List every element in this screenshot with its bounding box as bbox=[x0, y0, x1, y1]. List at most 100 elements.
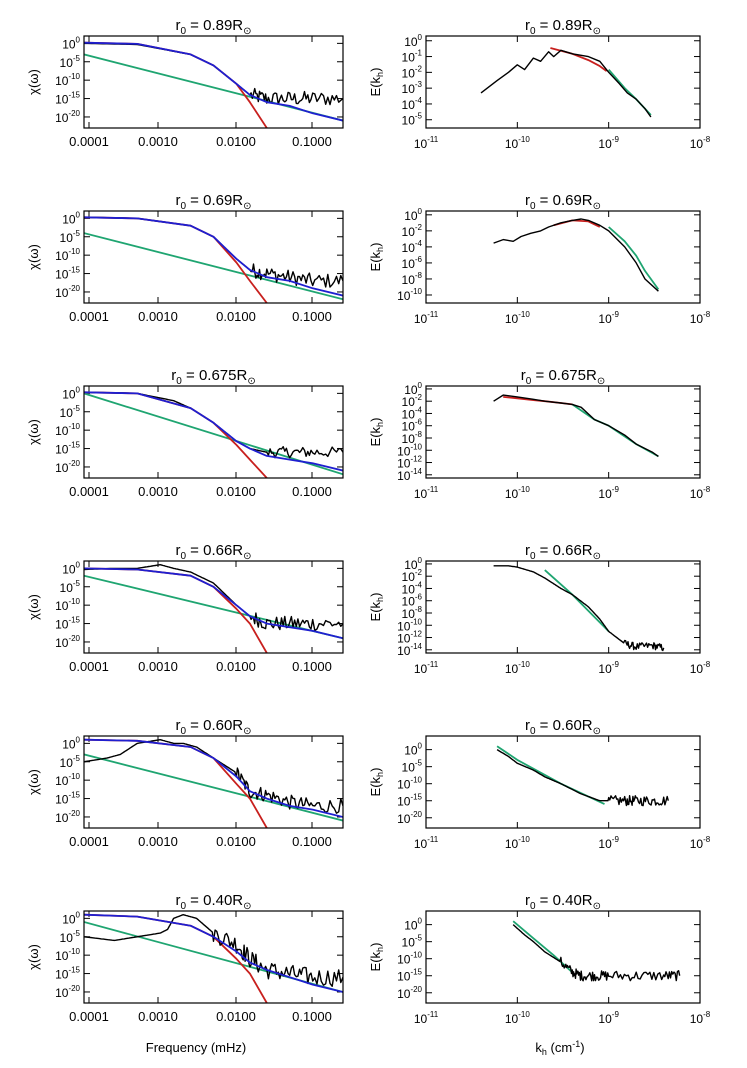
y-tick-exponent: -8 bbox=[415, 605, 423, 614]
y-tick-base: 10 bbox=[402, 420, 416, 434]
plot-frame bbox=[83, 910, 344, 1004]
x-tick-label: 0.0100 bbox=[216, 134, 256, 149]
x-tick-label: 10-11 bbox=[414, 310, 439, 326]
y-tick-exponent: -2 bbox=[415, 64, 423, 73]
y-label-close: ) bbox=[368, 768, 383, 772]
x-tick-base: 10 bbox=[690, 837, 704, 851]
title-r: r bbox=[175, 192, 180, 209]
y-tick-exponent: -10 bbox=[68, 422, 80, 431]
x-tick-label: 0.1000 bbox=[292, 659, 332, 674]
y-axis-label: χ(ω) bbox=[26, 944, 41, 970]
y-label-main: E(k bbox=[368, 76, 383, 96]
y-label-sub: h bbox=[375, 422, 385, 427]
x-tick-label: 10-11 bbox=[414, 660, 439, 676]
title-value: = 0.66R bbox=[536, 542, 593, 559]
y-tick-base: 10 bbox=[55, 443, 69, 457]
y-tick-label: 10-15 bbox=[397, 793, 422, 809]
y-tick-exponent: -1 bbox=[415, 49, 423, 58]
series-group bbox=[84, 913, 343, 1003]
x-tick-label: 10-10 bbox=[505, 135, 530, 151]
y-tick-base: 10 bbox=[397, 632, 411, 646]
title-value: = 0.69R bbox=[536, 192, 593, 209]
y-tick-exponent: 0 bbox=[418, 917, 423, 926]
data-series-line bbox=[493, 565, 665, 652]
blue-fit-line bbox=[84, 41, 343, 122]
y-tick-label: 10-15 bbox=[55, 91, 80, 107]
y-tick-exponent: 0 bbox=[76, 385, 81, 394]
chart-panel: r0 = 0.40R⊙E(kh)10010-510-1010-1510-2010… bbox=[368, 892, 711, 1026]
y-tick-exponent: -2 bbox=[415, 568, 423, 577]
y-tick-exponent: -4 bbox=[415, 96, 423, 105]
x-tick-label: 0.0100 bbox=[216, 834, 256, 849]
y-tick-base: 10 bbox=[402, 936, 416, 950]
y-tick-base: 10 bbox=[402, 407, 416, 421]
y-tick-label: 10-5 bbox=[60, 929, 81, 945]
green-fit-line bbox=[84, 753, 343, 822]
x-tick-label: 10-10 bbox=[505, 485, 530, 501]
y-tick-exponent: 0 bbox=[418, 556, 423, 565]
y-tick-exponent: 0 bbox=[76, 735, 81, 744]
y-tick-label: 10-10 bbox=[397, 951, 422, 967]
title-subscript: 0 bbox=[180, 201, 186, 212]
chart-title: r0 = 0.89R⊙ bbox=[525, 17, 601, 37]
y-tick-exponent: -20 bbox=[68, 809, 80, 818]
y-tick-base: 10 bbox=[62, 562, 76, 576]
right-x-axis-label: kh (cm-1) bbox=[535, 1039, 584, 1057]
plot-frame bbox=[425, 735, 701, 829]
right-x-label-exp: -1 bbox=[572, 1039, 580, 1049]
y-tick-exponent: -6 bbox=[415, 593, 423, 602]
title-sun-symbol: ⊙ bbox=[243, 201, 251, 212]
y-tick-label: 10-6 bbox=[402, 255, 423, 271]
title-r: r bbox=[175, 717, 180, 734]
title-sun-symbol: ⊙ bbox=[593, 551, 601, 562]
y-tick-label: 10-15 bbox=[55, 966, 80, 982]
x-tick-label: 0.0001 bbox=[69, 134, 109, 149]
title-r: r bbox=[175, 17, 180, 34]
title-r: r bbox=[175, 542, 180, 559]
chart-panel: r0 = 0.66R⊙χ(ω)10010-510-1010-1510-200.0… bbox=[26, 542, 344, 674]
y-tick-label: 100 bbox=[62, 35, 80, 51]
x-tick-label: 10-8 bbox=[690, 485, 711, 501]
y-tick-label: 10-6 bbox=[402, 418, 423, 434]
x-tick-exponent: -11 bbox=[427, 835, 439, 844]
y-tick-base: 10 bbox=[402, 582, 416, 596]
y-tick-label: 10-5 bbox=[60, 54, 81, 70]
y-tick-label: 10-20 bbox=[55, 459, 80, 475]
y-tick-exponent: -20 bbox=[68, 634, 80, 643]
blue-fit-line bbox=[84, 738, 343, 818]
y-tick-exponent: -10 bbox=[410, 287, 422, 296]
x-tick-exponent: -8 bbox=[703, 310, 711, 319]
x-tick-label: 10-11 bbox=[414, 485, 439, 501]
chart-title: r0 = 0.89R⊙ bbox=[175, 17, 251, 37]
y-tick-base: 10 bbox=[397, 289, 411, 303]
x-tick-label: 0.0100 bbox=[216, 309, 256, 324]
y-tick-base: 10 bbox=[60, 231, 74, 245]
panels: r0 = 0.89R⊙χ(ω)10010-510-1010-1510-200.0… bbox=[26, 17, 711, 1026]
x-tick-label: 10-11 bbox=[414, 835, 439, 851]
y-tick-exponent: -4 bbox=[415, 580, 423, 589]
data-series-line bbox=[84, 42, 343, 106]
y-tick-exponent: -14 bbox=[410, 467, 422, 476]
y-tick-base: 10 bbox=[55, 74, 69, 88]
y-tick-label: 10-10 bbox=[397, 442, 422, 458]
y-tick-label: 100 bbox=[404, 742, 422, 758]
title-sun-symbol: ⊙ bbox=[597, 376, 605, 387]
x-tick-exponent: -11 bbox=[427, 660, 439, 669]
chart-title: r0 = 0.60R⊙ bbox=[525, 717, 601, 737]
y-tick-label: 10-20 bbox=[55, 109, 80, 125]
y-tick-exponent: 0 bbox=[418, 381, 423, 390]
chart-panel: r0 = 0.89R⊙E(kh)10010-110-210-310-410-51… bbox=[368, 17, 711, 151]
y-tick-label: 10-1 bbox=[402, 49, 423, 65]
y-tick-base: 10 bbox=[397, 953, 411, 967]
y-tick-label: 10-10 bbox=[55, 247, 80, 263]
title-value: = 0.89R bbox=[536, 17, 593, 34]
y-tick-base: 10 bbox=[397, 444, 411, 458]
y-tick-base: 10 bbox=[397, 812, 411, 826]
series-group bbox=[84, 391, 343, 478]
red-fit-line bbox=[84, 567, 268, 653]
y-tick-label: 100 bbox=[62, 910, 80, 926]
y-tick-exponent: -5 bbox=[73, 754, 81, 763]
y-tick-label: 10-8 bbox=[402, 271, 423, 287]
y-tick-base: 10 bbox=[404, 209, 418, 223]
x-tick-base: 10 bbox=[598, 837, 612, 851]
